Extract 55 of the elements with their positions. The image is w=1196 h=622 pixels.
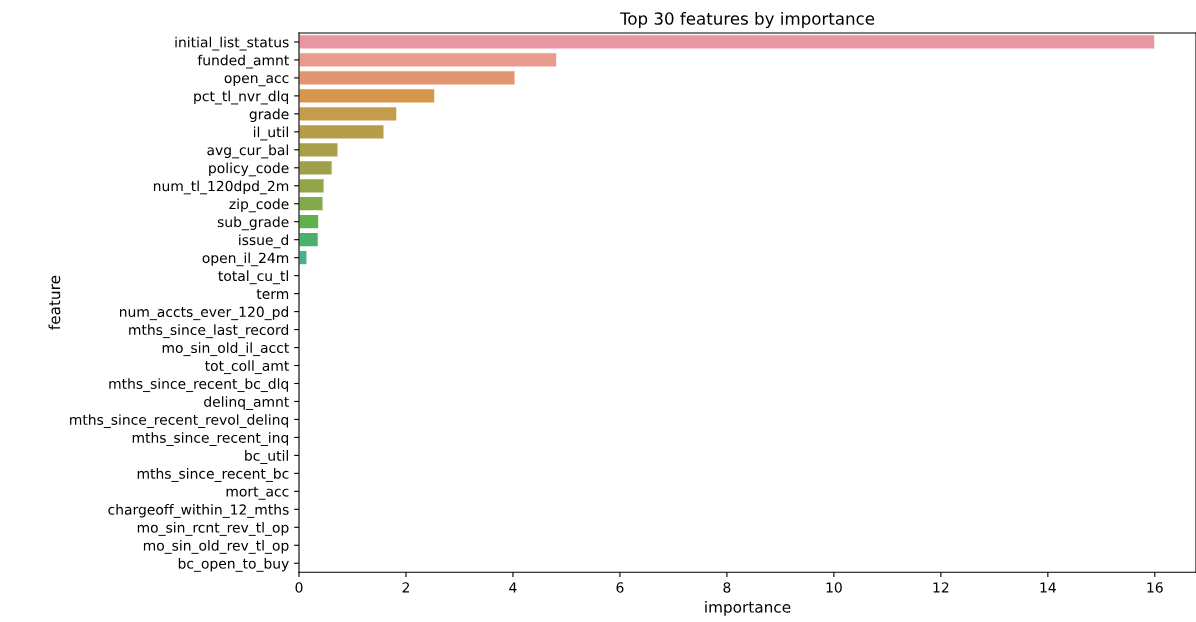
x-tick-label: 0 (295, 582, 303, 593)
y-tick-label: il_util (253, 126, 288, 141)
y-tick-label: zip_code (229, 198, 289, 213)
y-tick-label: num_tl_120dpd_2m (153, 180, 289, 195)
x-tick-label: 10 (826, 582, 842, 593)
x-tick-label: 4 (509, 582, 517, 593)
x-tick-label: 6 (616, 582, 624, 593)
y-tick-label: open_il_24m (202, 252, 289, 267)
y-tick-label: mo_sin_old_il_acct (162, 342, 289, 357)
y-tick-label: mo_sin_rcnt_rev_tl_op (137, 522, 289, 536)
y-tick-label: mo_sin_old_rev_tl_op (143, 540, 289, 554)
y-tick-label: grade (249, 108, 289, 123)
y-tick-label: funded_amnt (197, 54, 289, 69)
y-tick-label: num_accts_ever_120_pd (120, 306, 289, 321)
y-tick-label: mths_since_recent_revol_delinq (70, 414, 289, 428)
y-tick-label: mths_since_recent_bc_dlq (109, 378, 289, 393)
y-tick-label: mort_acc (226, 486, 289, 500)
y-tick-label: pct_tl_nvr_dlq (194, 90, 289, 105)
y-tick-label: avg_cur_bal (207, 144, 288, 159)
bar (299, 106, 398, 122)
y-tick-label: bc_open_to_buy (178, 557, 289, 572)
y-tick-label: tot_coll_amt (205, 360, 289, 375)
bar (299, 249, 308, 266)
y-tick-label: mths_since_last_record (129, 324, 289, 339)
y-tick-label: total_cu_tl (218, 270, 288, 285)
bar (299, 70, 516, 86)
y-tick-label: mths_since_recent_bc (137, 468, 289, 482)
bar (299, 213, 320, 230)
bar (299, 195, 324, 212)
x-tick-label: 14 (1040, 582, 1056, 593)
bar (299, 88, 436, 104)
bar (299, 231, 319, 248)
x-tick-label: 12 (933, 582, 949, 593)
y-tick-label: policy_code (209, 162, 289, 177)
chart-title: Top 30 features by importance (619, 11, 875, 29)
y-tick-label: mths_since_recent_inq (132, 432, 289, 446)
y-tick-label: term (256, 289, 289, 300)
y-tick-label: issue_d (239, 234, 289, 249)
y-tick-label: delinq_amnt (204, 396, 289, 411)
y-tick-label: open_acc (224, 75, 289, 87)
x-tick-label: 8 (723, 582, 731, 593)
y-tick-label: initial_list_status (175, 36, 289, 51)
bar (299, 124, 385, 140)
y-tick-label: chargeoff_within_12_mths (108, 504, 289, 518)
x-axis-title: importance (705, 600, 791, 616)
y-axis-title: feature (48, 275, 61, 330)
bar (299, 160, 333, 176)
bar (299, 142, 339, 158)
bar (299, 52, 558, 68)
x-tick-label: 2 (402, 582, 409, 593)
y-tick-label: sub_grade (217, 216, 289, 231)
x-tick-label: 16 (1147, 582, 1163, 593)
bar (299, 178, 325, 194)
bar (299, 34, 1156, 50)
y-tick-label: bc_util (245, 450, 288, 464)
